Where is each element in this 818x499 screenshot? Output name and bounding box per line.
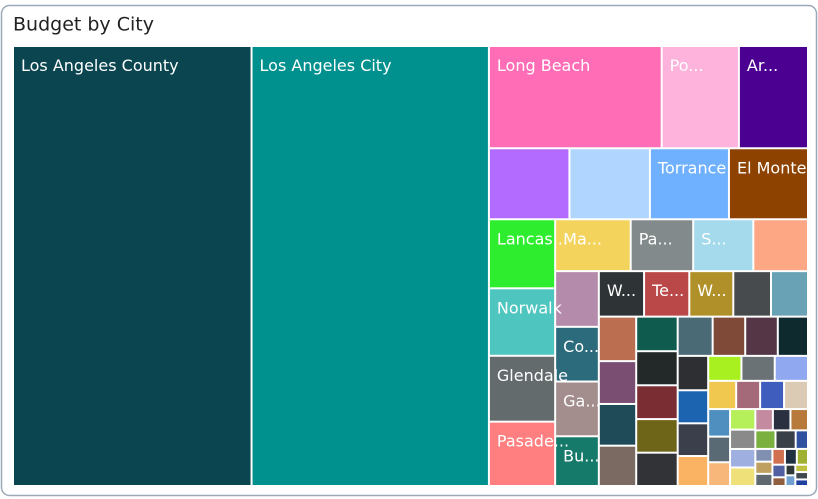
tile-label: Lancas... <box>497 229 568 248</box>
tile <box>775 356 807 380</box>
tile <box>650 149 728 219</box>
tile <box>796 480 807 485</box>
tile <box>796 431 807 448</box>
tile <box>637 352 677 385</box>
tile <box>797 449 807 464</box>
tile <box>678 457 708 485</box>
tile-label: El Monte <box>737 158 807 177</box>
chart-title: Budget by City <box>13 14 154 36</box>
tile <box>731 430 755 448</box>
tile-label: Po... <box>670 56 704 75</box>
tile-label: Co... <box>563 337 599 356</box>
tile <box>709 463 730 485</box>
tile <box>773 410 790 430</box>
tile <box>786 476 795 485</box>
tile <box>489 356 555 421</box>
tile <box>709 381 736 409</box>
tile-label: Pa... <box>639 229 673 248</box>
tile-label: Glendale <box>497 366 568 385</box>
tile <box>637 420 677 452</box>
tile <box>729 149 807 219</box>
tile-label: W... <box>697 281 726 300</box>
tile <box>756 410 772 430</box>
tile <box>556 220 630 271</box>
tile <box>773 478 785 485</box>
tile <box>709 410 730 436</box>
tile <box>731 468 755 485</box>
tile <box>599 362 636 403</box>
tile <box>489 289 555 355</box>
tile-label: Ar... <box>747 56 778 75</box>
tile-label: Torrance <box>657 158 726 177</box>
tile-label: Los Angeles City <box>260 56 392 75</box>
tile <box>678 356 708 390</box>
tile <box>739 47 807 148</box>
tile <box>756 449 772 461</box>
tile <box>754 220 807 271</box>
tile <box>599 272 644 316</box>
tile <box>791 410 807 430</box>
tile <box>796 473 807 479</box>
tile <box>645 272 689 316</box>
tile <box>599 317 636 361</box>
tile <box>556 272 598 326</box>
tile <box>678 317 712 355</box>
tile-label: S... <box>701 229 726 248</box>
tile <box>746 317 777 355</box>
tile <box>742 356 774 380</box>
tile <box>731 449 755 467</box>
tile <box>556 327 598 381</box>
tile <box>786 465 795 475</box>
tile-label: Bu... <box>563 446 599 465</box>
tile <box>756 462 772 473</box>
tile-label: Norwalk <box>497 298 563 317</box>
tile <box>556 437 598 485</box>
tile <box>489 149 569 219</box>
tile <box>570 149 649 219</box>
tile <box>637 386 677 419</box>
tile <box>776 431 795 448</box>
tile-label: W... <box>607 281 636 300</box>
tile <box>756 431 775 448</box>
tile <box>678 391 708 423</box>
tile <box>709 437 730 462</box>
tile <box>796 465 807 472</box>
tile <box>771 272 807 316</box>
tile <box>637 317 677 351</box>
tile <box>489 47 661 148</box>
tile-label: Ga... <box>563 392 600 411</box>
tile <box>489 422 555 485</box>
tile-label: Pasade... <box>497 432 569 451</box>
tile <box>252 47 488 485</box>
tile <box>761 381 784 409</box>
tile <box>709 356 741 380</box>
tile <box>631 220 693 271</box>
tile <box>713 317 745 355</box>
tile <box>734 272 770 316</box>
tile <box>14 47 251 485</box>
tile <box>556 382 598 436</box>
tile <box>694 220 753 271</box>
tile <box>489 220 555 288</box>
tile <box>778 317 807 355</box>
tile <box>599 446 636 485</box>
tile <box>662 47 738 148</box>
tile <box>785 381 807 409</box>
tile <box>678 424 708 456</box>
tile <box>599 404 636 445</box>
tile <box>785 449 796 464</box>
tile <box>737 381 760 409</box>
tile-label: Ma... <box>563 229 602 248</box>
tile <box>773 465 785 477</box>
tile <box>731 410 755 429</box>
tile <box>690 272 733 316</box>
tile-label: Te... <box>651 281 684 300</box>
tile <box>773 449 784 464</box>
tile-label: Los Angeles County <box>21 56 179 75</box>
tile <box>756 474 772 485</box>
tile <box>637 453 677 485</box>
tile-label: Long Beach <box>497 56 590 75</box>
